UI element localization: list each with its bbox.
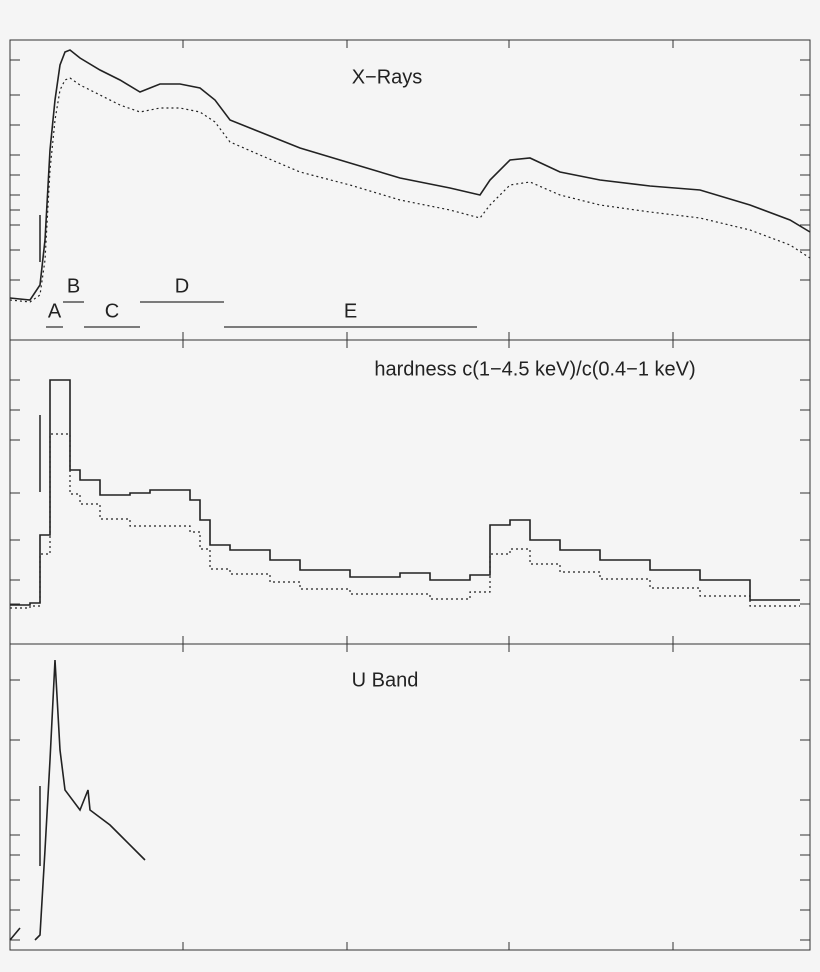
interval-label: C: [105, 300, 119, 322]
interval-label: E: [344, 300, 357, 322]
panel-title: U Band: [352, 669, 419, 691]
series-line: [9, 49, 811, 301]
series-line: [9, 659, 146, 941]
panel-frame: [9, 643, 811, 951]
panel-title: X−Rays: [352, 66, 423, 88]
interval-label: A: [48, 300, 62, 322]
series-line: [10, 379, 800, 606]
series-line: [9, 77, 811, 303]
panel-title: hardness c(1−4.5 keV)/c(0.4−1 keV): [374, 358, 695, 380]
interval-label: D: [175, 275, 189, 297]
interval-label: B: [67, 275, 80, 297]
